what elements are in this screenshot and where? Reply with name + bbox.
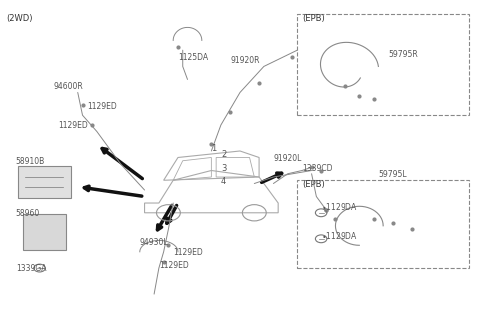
Text: 1129ED: 1129ED — [173, 248, 203, 257]
Text: 58960: 58960 — [16, 209, 40, 218]
Text: $\bullet$1129DA: $\bullet$1129DA — [321, 200, 358, 212]
Text: 1: 1 — [211, 144, 216, 153]
Text: 58910B: 58910B — [16, 157, 45, 166]
Text: 2: 2 — [221, 151, 226, 159]
FancyBboxPatch shape — [23, 215, 66, 250]
Text: 59795R: 59795R — [388, 50, 418, 59]
FancyBboxPatch shape — [297, 180, 469, 268]
Text: 4: 4 — [221, 176, 226, 186]
FancyBboxPatch shape — [297, 14, 469, 115]
Text: $\bullet$1129DA: $\bullet$1129DA — [321, 230, 358, 241]
Text: 91920R: 91920R — [230, 56, 260, 65]
Text: 94600R: 94600R — [54, 82, 84, 91]
Text: 1129ED: 1129ED — [87, 102, 117, 111]
Text: (EPB): (EPB) — [302, 180, 325, 189]
Text: 1339GA: 1339GA — [16, 264, 46, 273]
Text: 1125DA: 1125DA — [178, 53, 208, 62]
Text: 3: 3 — [221, 163, 226, 173]
FancyBboxPatch shape — [18, 166, 71, 198]
Text: 59795L: 59795L — [378, 170, 407, 179]
Text: 94930L: 94930L — [140, 238, 168, 247]
Text: 1129ED: 1129ED — [159, 261, 189, 270]
Text: (EPB): (EPB) — [302, 14, 325, 23]
Text: 1129ED: 1129ED — [59, 121, 88, 130]
Text: (2WD): (2WD) — [6, 14, 33, 23]
Text: 1339CD: 1339CD — [302, 163, 333, 173]
Text: 91920L: 91920L — [274, 154, 302, 163]
